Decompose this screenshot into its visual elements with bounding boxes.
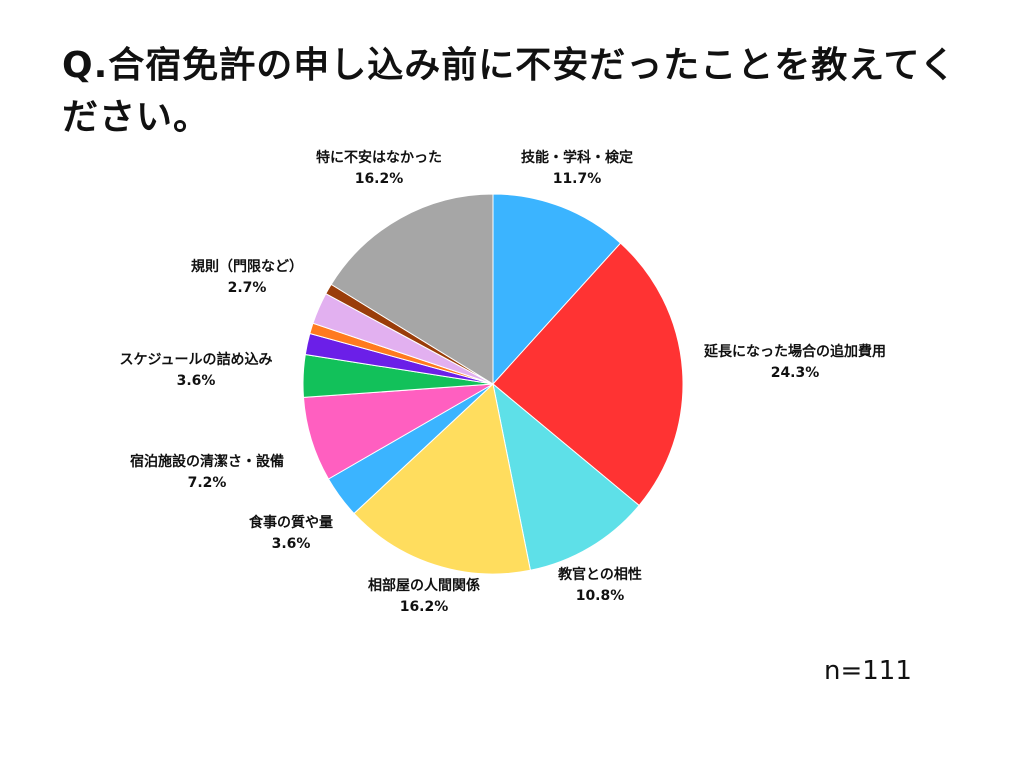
pie-slice-0 [492,193,622,386]
chart-title: Q.合宿免許の申し込み前に不安だったことを教えてください。 [62,45,957,138]
slice-label-1: 延長になった場合の追加費用 24.3% [704,342,886,384]
slice-label-text: 技能・学科・検定 [521,150,633,166]
pie-slice-11 [330,193,494,385]
slice-label-2: 教官との相性 10.8% [558,565,642,607]
slice-label-text: 特に不安はなかった [316,150,442,166]
slice-label-value: 16.2% [354,171,404,187]
slice-label-value: 7.2% [187,475,227,491]
slice-label-value: 11.7% [552,171,602,187]
slice-label-value: 3.6% [176,373,216,389]
slice-label-value: 10.8% [575,588,625,604]
slice-label-6: スケジュールの詰め込み 3.6% [119,350,272,392]
slice-label-value: 24.3% [770,365,820,381]
slice-label-value: 3.6% [271,536,311,552]
slice-label-text: スケジュールの詰め込み [119,352,273,368]
slice-label-text: 宿泊施設の清潔さ・設備 [130,454,284,470]
sample-size: n=111 [824,656,912,686]
slice-label-0: 技能・学科・検定 11.7% [521,148,633,190]
slice-label-11: 特に不安はなかった 16.2% [316,148,442,190]
slice-label-text: 教官との相性 [558,567,642,583]
slice-label-9: 規則（門限など） 2.7% [191,257,303,299]
slice-label-text: 延長になった場合の追加費用 [704,344,886,360]
slice-label-3: 相部屋の人間関係 16.2% [368,576,480,618]
pie-slice-3 [353,383,531,575]
slice-label-5: 宿泊施設の清潔さ・設備 7.2% [130,452,284,494]
slice-label-value: 16.2% [399,599,449,615]
slice-label-text: 規則（門限など） [191,259,303,275]
slice-label-value: 2.7% [227,280,267,296]
pie-slice-2 [492,382,640,571]
slice-label-text: 相部屋の人間関係 [368,578,480,594]
slice-label-text: 食事の質や量 [249,515,333,531]
pie-slice-1 [492,242,684,507]
slice-label-4: 食事の質や量 3.6% [249,513,333,555]
